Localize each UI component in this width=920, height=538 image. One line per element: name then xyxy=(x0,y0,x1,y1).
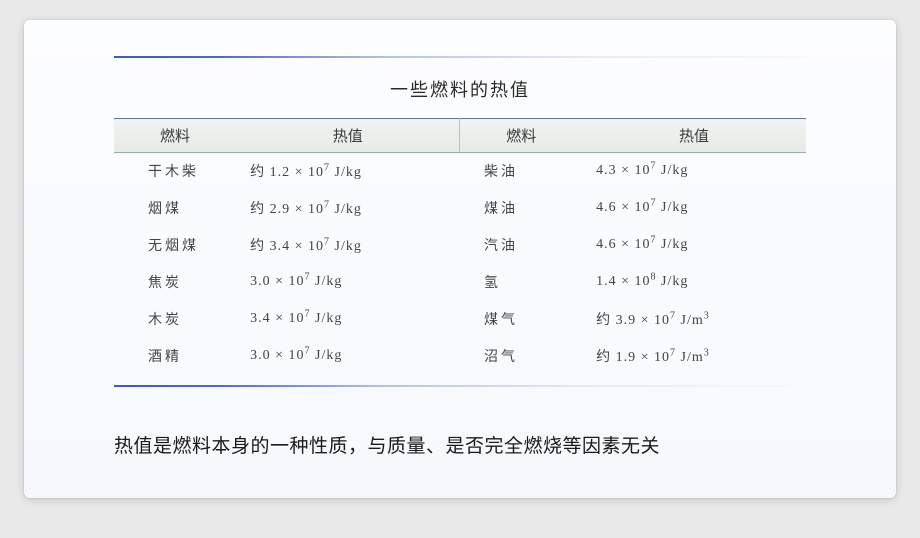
header-fuel-right: 燃料 xyxy=(460,119,582,153)
top-divider xyxy=(114,56,806,58)
table-body: 干木柴约 1.2 × 107 J/kg柴油4.3 × 107 J/kg烟煤约 2… xyxy=(114,153,806,376)
fuel-heat-table: 燃料 热值 燃料 热值 干木柴约 1.2 × 107 J/kg柴油4.3 × 1… xyxy=(114,118,806,375)
table-row: 无烟煤约 3.4 × 107 J/kg汽油4.6 × 107 J/kg xyxy=(114,227,806,264)
table-row: 酒精3.0 × 107 J/kg沼气约 1.9 × 107 J/m3 xyxy=(114,338,806,375)
fuel-left-cell: 木炭 xyxy=(114,301,236,338)
fuel-left-cell: 干木柴 xyxy=(114,153,236,191)
table-row: 木炭3.4 × 107 J/kg煤气约 3.9 × 107 J/m3 xyxy=(114,301,806,338)
header-fuel-left: 燃料 xyxy=(114,119,236,153)
fuel-left-cell: 酒精 xyxy=(114,338,236,375)
value-right-cell: 4.6 × 107 J/kg xyxy=(582,190,806,227)
table-row: 干木柴约 1.2 × 107 J/kg柴油4.3 × 107 J/kg xyxy=(114,153,806,191)
fuel-right-cell: 沼气 xyxy=(460,338,582,375)
value-left-cell: 3.0 × 107 J/kg xyxy=(236,264,460,301)
table-header-row: 燃料 热值 燃料 热值 xyxy=(114,119,806,153)
value-right-cell: 1.4 × 108 J/kg xyxy=(582,264,806,301)
value-right-cell: 4.3 × 107 J/kg xyxy=(582,153,806,191)
value-right-cell: 4.6 × 107 J/kg xyxy=(582,227,806,264)
table-row: 焦炭3.0 × 107 J/kg氢1.4 × 108 J/kg xyxy=(114,264,806,301)
value-right-cell: 约 1.9 × 107 J/m3 xyxy=(582,338,806,375)
fuel-right-cell: 柴油 xyxy=(460,153,582,191)
fuel-left-cell: 烟煤 xyxy=(114,190,236,227)
value-left-cell: 3.0 × 107 J/kg xyxy=(236,338,460,375)
value-left-cell: 约 1.2 × 107 J/kg xyxy=(236,153,460,191)
fuel-right-cell: 煤气 xyxy=(460,301,582,338)
fuel-right-cell: 汽油 xyxy=(460,227,582,264)
fuel-right-cell: 氢 xyxy=(460,264,582,301)
value-right-cell: 约 3.9 × 107 J/m3 xyxy=(582,301,806,338)
table-row: 烟煤约 2.9 × 107 J/kg煤油4.6 × 107 J/kg xyxy=(114,190,806,227)
fuel-left-cell: 焦炭 xyxy=(114,264,236,301)
header-value-left: 热值 xyxy=(236,119,460,153)
bottom-divider xyxy=(114,385,806,387)
value-left-cell: 约 3.4 × 107 J/kg xyxy=(236,227,460,264)
caption-text: 热值是燃料本身的一种性质，与质量、是否完全燃烧等因素无关 xyxy=(114,431,660,458)
value-left-cell: 约 2.9 × 107 J/kg xyxy=(236,190,460,227)
fuel-right-cell: 煤油 xyxy=(460,190,582,227)
value-left-cell: 3.4 × 107 J/kg xyxy=(236,301,460,338)
header-value-right: 热值 xyxy=(582,119,806,153)
table-title: 一些燃料的热值 xyxy=(114,76,806,102)
fuel-left-cell: 无烟煤 xyxy=(114,227,236,264)
slide-card: 一些燃料的热值 燃料 热值 燃料 热值 干木柴约 1.2 × 107 J/kg柴… xyxy=(24,20,896,498)
